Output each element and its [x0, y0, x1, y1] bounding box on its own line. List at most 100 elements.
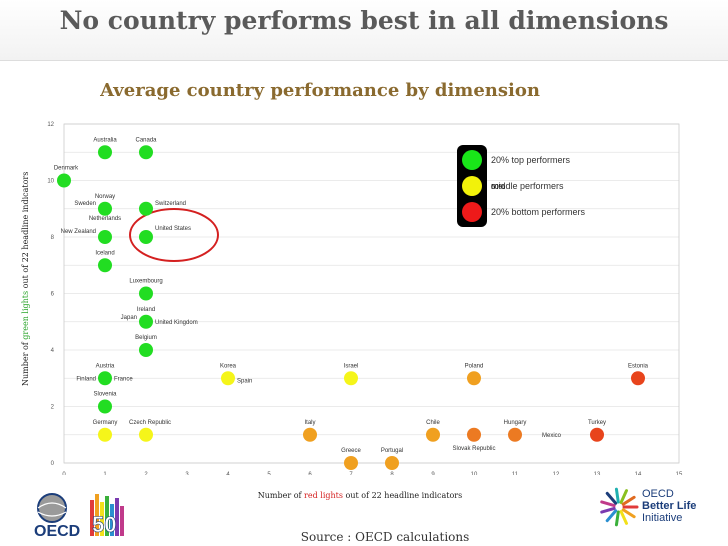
better-life-initiative-logo — [600, 487, 639, 527]
data-point — [385, 456, 399, 470]
point-label: Slovak Republic — [452, 446, 495, 452]
point-label: Iceland — [95, 250, 114, 256]
point-label: Austria — [96, 363, 115, 369]
data-point — [467, 427, 481, 442]
x-tick-label: 9 — [431, 472, 435, 475]
x-tick-label: 7 — [349, 472, 353, 475]
point-label: Sweden — [74, 201, 96, 207]
x-axis-label: Number of red lights out of 22 headline … — [257, 491, 463, 500]
x-tick-label: 6 — [308, 472, 312, 475]
point-label: Poland — [465, 363, 484, 369]
x-tick-label: 8 — [390, 472, 394, 475]
data-point — [344, 371, 358, 386]
point-label: Mexico — [542, 433, 562, 439]
point-label: Italy — [304, 420, 315, 426]
point-label: Chile — [426, 420, 440, 426]
bli-line-1: OECD — [642, 488, 674, 500]
data-point — [139, 343, 153, 357]
data-point — [139, 427, 153, 442]
x-tick-label: 11 — [512, 472, 519, 475]
point-label: Czech Republic — [129, 420, 171, 426]
bli-flower-icon — [600, 487, 639, 527]
data-point — [590, 427, 604, 442]
data-point — [98, 145, 112, 160]
legend-label: 20% top performers — [491, 155, 571, 165]
point-label: Ireland — [137, 307, 155, 313]
source-note: Source : OECD calculations — [300, 530, 470, 544]
legend-label: 20% bottom performers — [491, 207, 586, 217]
x-tick-label: 0 — [62, 472, 66, 475]
traffic-light-legend: 20% top performers middle performers 20% b… — [457, 145, 586, 227]
data-point — [98, 201, 112, 216]
data-point — [139, 230, 153, 244]
data-point — [98, 230, 112, 244]
point-label: Estonia — [628, 363, 649, 369]
point-label: Korea — [220, 363, 237, 369]
point-label: Belgium — [135, 335, 157, 341]
y-tick-label: 12 — [47, 122, 54, 128]
highlight-circle — [129, 208, 219, 262]
point-label: United States — [155, 226, 191, 232]
point-label: Slovenia — [93, 392, 117, 398]
point-label: New Zealand — [61, 229, 96, 235]
data-point — [631, 371, 645, 386]
point-label: Japan — [121, 315, 137, 321]
legend-light — [462, 150, 482, 170]
data-point — [98, 371, 112, 386]
point-label: Greece — [341, 448, 361, 454]
data-point — [139, 286, 153, 301]
x-tick-label: 15 — [676, 472, 683, 475]
bli-line-2: Better Life — [642, 500, 697, 512]
x-tick-label: 5 — [267, 472, 271, 475]
data-point — [98, 399, 112, 414]
x-tick-label: 13 — [594, 472, 601, 475]
point-label: United Kingdom — [155, 320, 198, 326]
chart-points — [57, 145, 645, 470]
y-tick-label: 0 — [51, 461, 55, 467]
point-label: Canada — [135, 137, 157, 143]
x-tick-label: 2 — [144, 472, 148, 475]
x-tick-label: 10 — [471, 472, 478, 475]
y-tick-label: 10 — [47, 179, 54, 185]
slide-title: No country performs best in all dimensio… — [59, 6, 669, 35]
oecd-logo-text: OECD — [34, 523, 81, 540]
point-label: Turkey — [588, 420, 606, 426]
point-label: Norway — [95, 194, 115, 200]
point-label: Switzerland — [155, 201, 186, 207]
data-point — [139, 314, 153, 329]
y-tick-label: 4 — [51, 348, 55, 354]
point-label: Hungary — [504, 420, 527, 426]
legend-light — [462, 202, 482, 222]
x-tick-label: 1 — [103, 472, 107, 475]
point-label: Finland — [76, 376, 96, 382]
legend-label: middle performers — [491, 181, 564, 191]
data-point — [508, 427, 522, 442]
data-point — [139, 145, 153, 160]
point-label: France — [114, 376, 133, 382]
plot-frame — [63, 123, 680, 464]
x-tick-label: 12 — [553, 472, 560, 475]
data-point — [221, 371, 235, 386]
data-point — [426, 427, 440, 442]
x-tick-label: 4 — [226, 472, 230, 475]
data-point — [139, 201, 153, 216]
chart-grid — [64, 123, 679, 464]
bli-logo-text: OECD Better Life Initiative — [642, 488, 722, 524]
point-label: Portugal — [381, 448, 403, 454]
chart-subtitle: Average country performance by dimension — [100, 80, 540, 101]
point-label: Spain — [237, 378, 252, 384]
highlight-layer — [129, 208, 219, 262]
legend-share-note: 60% — [491, 184, 505, 191]
point-label: Germany — [93, 420, 118, 426]
point-label: Denmark — [54, 166, 79, 172]
title-band — [0, 0, 728, 61]
bli-line-3: Initiative — [642, 512, 683, 524]
x-tick-label: 3 — [185, 472, 189, 475]
y-tick-label: 6 — [51, 292, 55, 298]
data-point — [98, 258, 112, 273]
point-label: Israel — [344, 363, 359, 369]
point-label: Luxembourg — [129, 279, 162, 285]
data-point — [57, 173, 71, 188]
